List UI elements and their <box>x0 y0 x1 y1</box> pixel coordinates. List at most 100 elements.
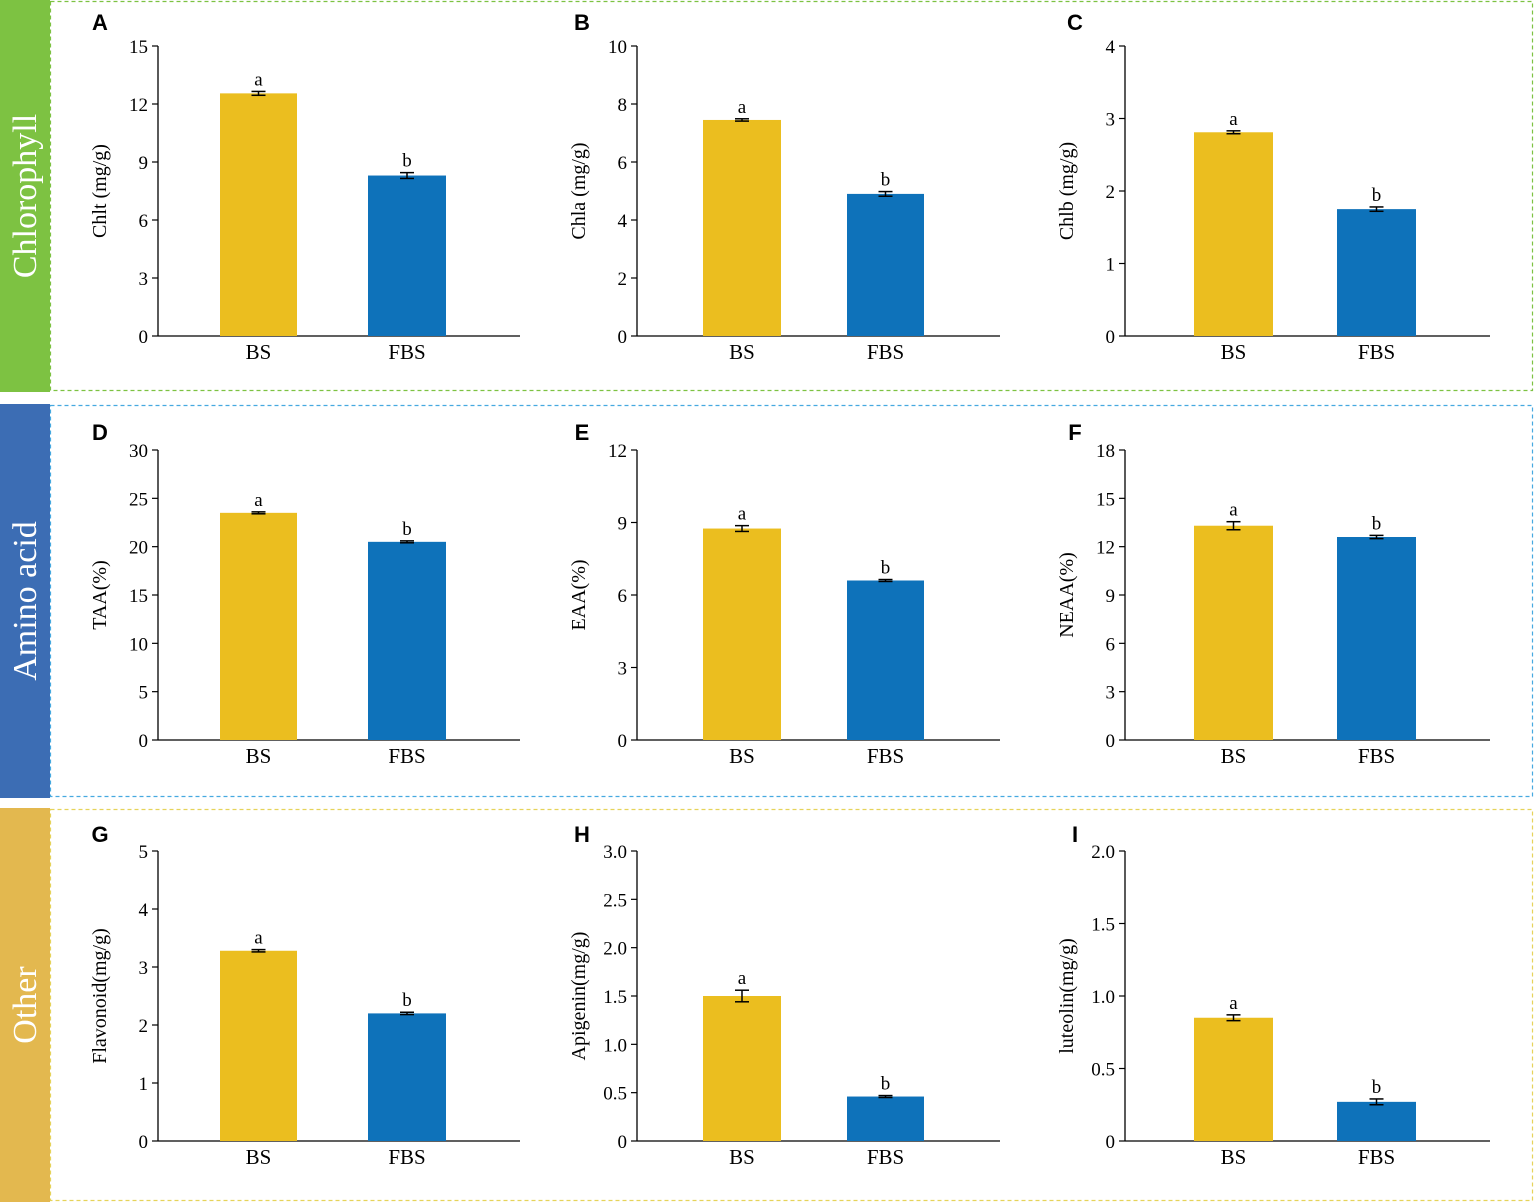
y-tick-label: 0 <box>1106 327 1116 348</box>
y-tick-label: 0 <box>618 1132 628 1153</box>
group-border <box>49 808 1534 1202</box>
chart-panel-e: E 0 3 6 9 12 EAA(%) a BS b FBS <box>568 420 1000 768</box>
panel-label: C <box>1067 10 1083 35</box>
group-section: Amino acid <box>0 404 1534 798</box>
y-tick-label: 2 <box>139 1016 149 1037</box>
y-tick-label: 6 <box>618 586 628 607</box>
y-tick-label: 3 <box>1106 110 1116 131</box>
y-tick-label: 12 <box>1096 538 1115 559</box>
y-tick-label: 6 <box>618 153 628 174</box>
y-axis-label: TAA(%) <box>89 560 111 629</box>
significance-label: b <box>402 151 412 172</box>
bar-bs <box>1194 525 1273 740</box>
y-tick-label: 0 <box>1106 731 1116 752</box>
group-sidebar <box>0 404 50 798</box>
significance-label: a <box>1229 109 1238 130</box>
y-tick-label: 30 <box>129 441 148 462</box>
y-tick-label: 3.0 <box>603 842 627 863</box>
chart-panel-b: B 0 2 4 6 8 10 Chla (mg/g) a BS b FBS <box>568 10 1000 364</box>
y-tick-label: 25 <box>129 489 148 510</box>
y-tick-label: 0 <box>139 1132 149 1153</box>
bar-fbs <box>847 580 924 740</box>
error-bar <box>878 578 893 583</box>
y-axis-label: Apigenin(mg/g) <box>568 932 590 1061</box>
error-bar <box>735 989 749 1003</box>
error-bar <box>1369 1098 1384 1106</box>
y-axis-label: Chla (mg/g) <box>568 142 590 239</box>
error-bar <box>735 118 749 122</box>
panel-label: D <box>92 420 108 445</box>
chart-panel-f: F 0 3 6 9 12 15 18 NEAA(%) a BS b FBS <box>1056 420 1490 768</box>
y-axis-label: luteolin(mg/g) <box>1056 938 1078 1054</box>
bar-fbs <box>368 541 446 740</box>
bar-fbs <box>847 1096 924 1141</box>
group-label: Chlorophyll <box>7 114 44 278</box>
group-border <box>49 404 1534 798</box>
error-bar <box>1226 1014 1241 1022</box>
y-tick-label: 18 <box>1096 441 1115 462</box>
bar-bs <box>703 119 781 336</box>
x-tick-label: BS <box>246 744 272 768</box>
panel-label: I <box>1072 822 1078 847</box>
x-tick-label: FBS <box>867 1145 904 1169</box>
y-tick-label: 2.0 <box>1091 842 1115 863</box>
bar-fbs <box>1337 537 1416 740</box>
y-tick-label: 0 <box>139 327 149 348</box>
error-bar <box>400 540 414 544</box>
y-tick-label: 5 <box>139 842 149 863</box>
significance-label: b <box>1372 185 1382 206</box>
y-tick-label: 0 <box>139 731 149 752</box>
y-tick-label: 0.5 <box>1091 1060 1115 1081</box>
y-tick-label: 2.0 <box>603 939 627 960</box>
y-tick-label: 2.5 <box>603 890 627 911</box>
x-tick-label: FBS <box>388 1145 425 1169</box>
y-tick-label: 4 <box>618 211 628 232</box>
x-tick-label: BS <box>1221 340 1247 364</box>
y-tick-label: 3 <box>139 958 149 979</box>
bar-fbs <box>1337 209 1416 336</box>
bar-bs <box>220 950 297 1141</box>
significance-label: a <box>254 928 263 949</box>
y-tick-label: 0 <box>1106 1132 1116 1153</box>
bar-bs <box>1194 1017 1273 1141</box>
chart-panel-i: I 0 0.5 1.0 1.5 2.0 luteolin(mg/g) a BS b FBS <box>1056 822 1490 1169</box>
error-bar <box>1369 534 1384 540</box>
error-bar <box>735 524 749 533</box>
y-tick-label: 12 <box>129 95 148 116</box>
significance-label: a <box>738 97 747 118</box>
error-bar <box>400 171 414 180</box>
y-tick-label: 5 <box>139 683 149 704</box>
y-tick-label: 1.0 <box>603 1035 627 1056</box>
error-bar <box>251 948 266 953</box>
y-tick-label: 6 <box>1106 634 1116 655</box>
y-tick-label: 3 <box>139 269 149 290</box>
x-tick-label: FBS <box>1358 340 1395 364</box>
y-tick-label: 15 <box>129 37 148 58</box>
significance-label: a <box>738 504 747 525</box>
x-tick-label: BS <box>246 340 272 364</box>
chart-panel-c: C 0 1 2 3 4 Chlb (mg/g) a BS b FBS <box>1056 10 1490 364</box>
chart-panel-a: A 0 3 6 9 12 15 Chlt (mg/g) a BS b FBS <box>89 10 520 364</box>
y-tick-label: 1.0 <box>1091 987 1115 1008</box>
y-tick-label: 10 <box>129 634 148 655</box>
bar-fbs <box>847 193 924 336</box>
bar-bs <box>1194 132 1273 336</box>
y-axis-label: Chlb (mg/g) <box>1056 142 1078 240</box>
group-section: Chlorophyll <box>0 0 1534 392</box>
x-tick-label: FBS <box>867 340 904 364</box>
y-tick-label: 1 <box>1106 255 1116 276</box>
y-axis-label: NEAA(%) <box>1056 552 1078 638</box>
significance-label: a <box>254 69 263 90</box>
chart-panel-h: H 0 0.5 1.0 1.5 2.0 2.5 3.0 Apigenin(mg/g) a BS b FB… <box>568 822 1000 1169</box>
y-tick-label: 1.5 <box>603 987 627 1008</box>
panel-label: B <box>574 10 590 35</box>
y-tick-label: 9 <box>618 514 628 535</box>
error-bar <box>251 90 266 97</box>
bar-fbs <box>368 1013 446 1141</box>
significance-label: b <box>1372 513 1382 534</box>
y-tick-label: 2 <box>618 269 628 290</box>
y-tick-label: 15 <box>1096 489 1115 510</box>
